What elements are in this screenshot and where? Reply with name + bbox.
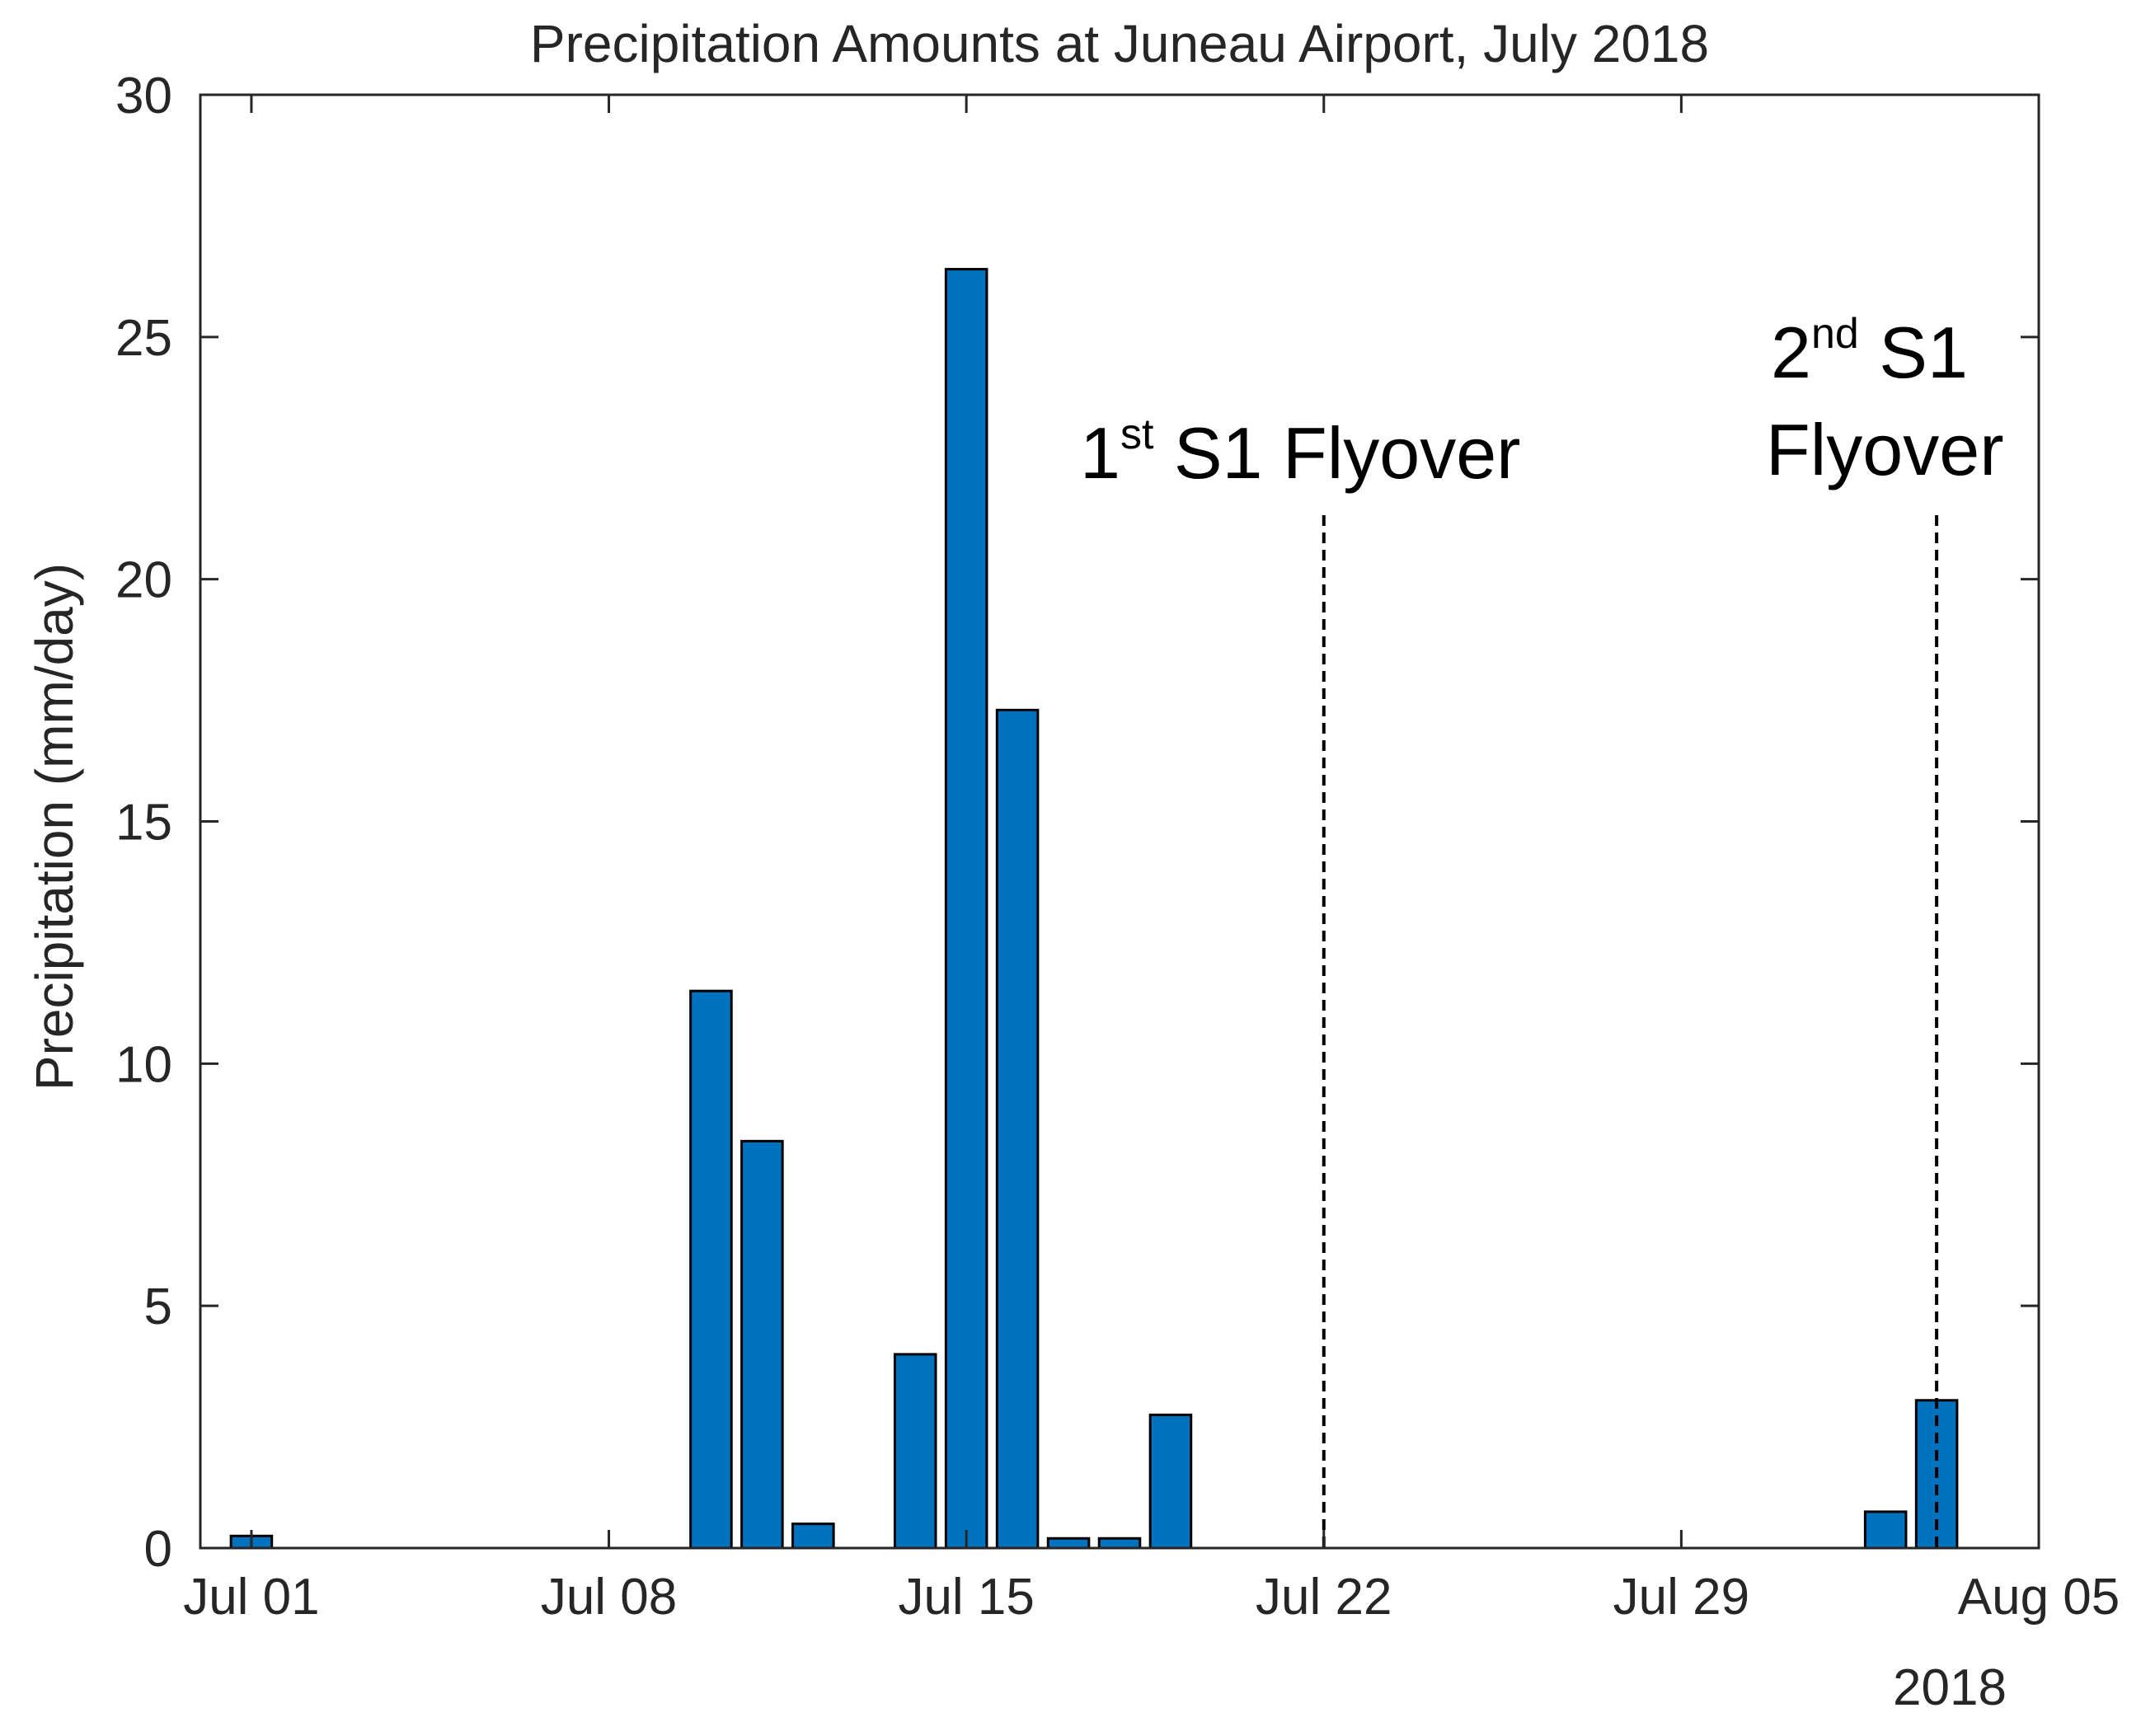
chart-title: Precipitation Amounts at Juneau Airport,…: [530, 14, 1709, 73]
bar-2018-07-17: [1046, 1537, 1091, 1550]
bar-2018-07-14: [893, 1353, 937, 1550]
x-tick-label-4: Jul 29: [1613, 1569, 1749, 1626]
y-tick-label-5: 5: [144, 1279, 172, 1335]
bar-2018-07-15: [944, 268, 988, 1550]
x-tick-label-2: Jul 15: [898, 1569, 1034, 1626]
bar-2018-07-10: [689, 989, 733, 1550]
bar-2018-07-16: [995, 708, 1040, 1550]
bar-2018-07-18: [1097, 1537, 1142, 1550]
x-year-label: 2018: [1893, 1659, 2007, 1716]
y-tick-label-10: 10: [115, 1036, 172, 1093]
y-tick-label-30: 30: [115, 68, 172, 124]
annotations-group: 1st S1 Flyover 2nd S1 Flyover: [1080, 310, 2004, 1548]
x-tick-label-1: Jul 08: [541, 1569, 677, 1626]
flyover-label-2-line2: Flyover: [1766, 409, 2004, 490]
y-tick-label-15: 15: [115, 795, 172, 852]
x-tick-label-0: Jul 01: [183, 1569, 319, 1626]
x-tick-label-5: Aug 05: [1958, 1569, 2120, 1626]
bar-2018-07-12: [791, 1523, 835, 1550]
x-tick-label-3: Jul 22: [1256, 1569, 1392, 1626]
axes-group: 0 5 10 15 20 25 30 Jul 01 Jul 08 Jul 15 Jul 22 Jul …: [115, 68, 2120, 1626]
flyover-label-1: 1st S1 Flyover: [1080, 411, 1520, 494]
y-tick-label-0: 0: [144, 1521, 172, 1578]
y-axis-title: Precipitation (mm/day): [25, 563, 84, 1091]
bar-2018-08-02: [1863, 1510, 1908, 1550]
plot-frame: [199, 93, 2040, 1550]
y-tick-label-25: 25: [115, 310, 172, 367]
y-tick-label-20: 20: [115, 552, 172, 609]
bar-2018-07-19: [1148, 1413, 1193, 1550]
bar-2018-07-11: [740, 1139, 784, 1550]
flyover-label-2: 2nd S1: [1771, 310, 1968, 393]
